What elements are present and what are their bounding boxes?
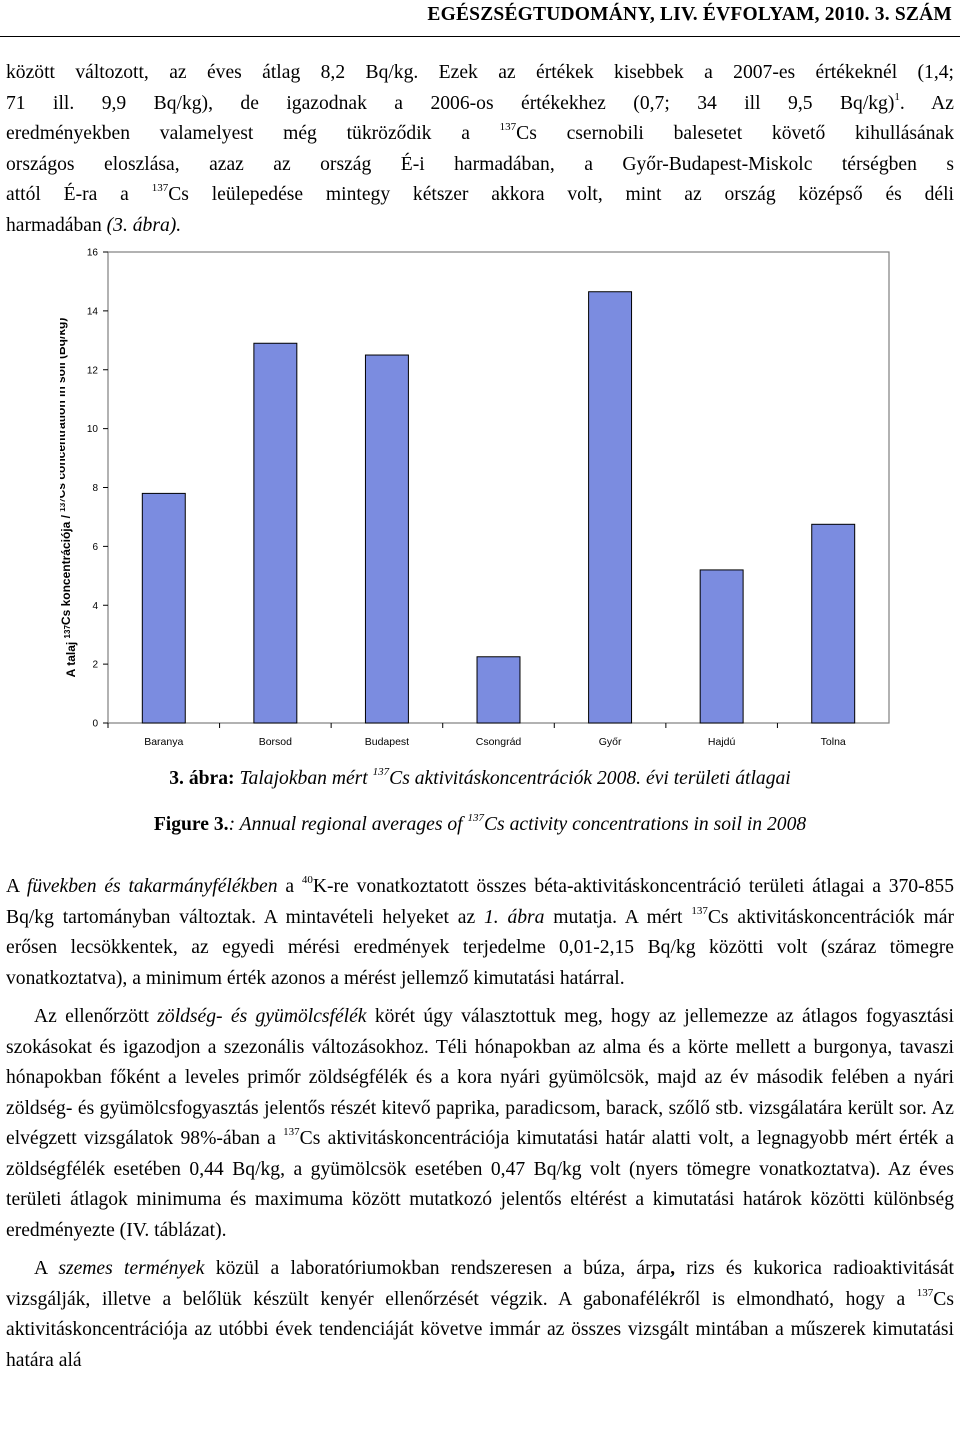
paragraph-3: Az ellenőrzött zöldség- és gyümölcsfélék… bbox=[6, 1006, 954, 1241]
y-tick-label: 6 bbox=[92, 542, 98, 553]
y-tick-label: 2 bbox=[92, 660, 98, 671]
caption-en-text-a: : Annual regional averages of bbox=[228, 814, 468, 835]
caption-hu-label: 3. ábra: bbox=[169, 768, 235, 789]
bar-budapest bbox=[364, 354, 409, 724]
caption-en-sup: 137 bbox=[467, 812, 484, 825]
caption-hu-text-b: Cs aktivitáskoncentrációk 2008. évi terü… bbox=[389, 768, 791, 789]
bar-győr bbox=[588, 291, 633, 724]
x-tick-label: Hajdú bbox=[708, 736, 736, 748]
isotope-sup: 137 bbox=[151, 182, 169, 195]
bar-chart-svg: 0 2 4 6 8 10 12 14 16 Baranya Borsod Budapest Csongr… bbox=[54, 248, 890, 748]
y-tick-label: 16 bbox=[87, 248, 99, 259]
y-tick-label: 12 bbox=[87, 365, 99, 376]
y-tick-label: 0 bbox=[92, 719, 98, 730]
p1-line-3: eredményekben valamelyest még tükröződik… bbox=[6, 119, 954, 150]
isotope-sup: 137 bbox=[691, 904, 708, 917]
p1-line-6: harmadában (3. ábra). bbox=[6, 211, 954, 242]
caption-en-text-b: Cs activity concentrations in soil in 20… bbox=[483, 814, 807, 835]
bar-tolna bbox=[811, 523, 856, 724]
figure-caption-en: Figure 3.: Annual regional averages of 1… bbox=[0, 812, 960, 836]
bar-borsod bbox=[253, 342, 298, 724]
y-axis-label: A talaj 137Cs koncentrációja / 137Cs con… bbox=[60, 318, 78, 678]
body-text: A füvekben és takarmányfélékben a 40K-re… bbox=[6, 872, 954, 1376]
isotope-sup: 40 bbox=[301, 874, 313, 887]
p1-l3a: eredményekben valamelyest még tükröződik… bbox=[6, 123, 500, 144]
x-tick-label: Borsod bbox=[259, 736, 292, 748]
caption-hu-text-a: Talajokban mért bbox=[234, 768, 373, 789]
caption-en-label: Figure 3. bbox=[153, 814, 229, 835]
figure-ref: (3. ábra). bbox=[106, 214, 182, 236]
emph-zoldseg: zöldség- és gyümölcsfélék bbox=[157, 1006, 367, 1027]
bar-baranya bbox=[141, 492, 186, 724]
journal-header: EGÉSZSÉGTUDOMÁNY, LIV. ÉVFOLYAM, 2010. 3… bbox=[427, 4, 952, 25]
p1-line-5: attól É-ra a 137Cs leülepedése mintegy k… bbox=[6, 180, 954, 211]
y-tick-label: 14 bbox=[87, 306, 99, 317]
bar-chart: 0 2 4 6 8 10 12 14 16 Baranya Borsod Budapest Csongr… bbox=[54, 244, 900, 764]
isotope-sup: 137 bbox=[916, 1286, 934, 1299]
y-tick-label: 4 bbox=[92, 601, 98, 612]
x-tick-label: Csongrád bbox=[476, 736, 522, 748]
p1-line-1: között változott, az éves átlag 8,2 Bq/k… bbox=[6, 62, 954, 83]
p1-l2b: . Az bbox=[899, 92, 954, 114]
isotope-sup: 137 bbox=[499, 121, 517, 134]
x-tick-label: Baranya bbox=[144, 736, 183, 748]
caption-hu-sup: 137 bbox=[372, 766, 390, 779]
p1-line-2: 71 ill. 9,9 Bq/kg), de igazodnak a 2006-… bbox=[6, 89, 954, 120]
header-rule bbox=[0, 36, 960, 37]
emph-szemes: szemes termények bbox=[58, 1258, 205, 1279]
p1-line-4: országos eloszlása, azaz az ország É-i h… bbox=[6, 153, 954, 175]
x-tick-label: Tolna bbox=[821, 736, 846, 748]
bar-hajdú bbox=[699, 569, 744, 724]
p1-l2a: 71 ill. 9,9 Bq/kg), de igazodnak a 2006-… bbox=[6, 92, 895, 114]
p1-l5a: attól É-ra a bbox=[6, 184, 152, 205]
paragraph-2: A füvekben és takarmányfélékben a 40K-re… bbox=[6, 874, 955, 989]
emph-fuvek: füvekben és takarmányfélékben bbox=[26, 876, 278, 897]
footnote-ref: 1 bbox=[894, 90, 900, 103]
figure-caption-hu: 3. ábra: Talajokban mért 137Cs aktivitás… bbox=[0, 766, 960, 790]
bar-csongrád bbox=[476, 656, 521, 724]
p1-l3b: Cs csernobili balesetet követő kihullásá… bbox=[516, 123, 955, 144]
figure-ref: 1. ábra bbox=[483, 906, 545, 928]
isotope-sup: 137 bbox=[283, 1126, 300, 1139]
paragraph-1: között változott, az éves átlag 8,2 Bq/k… bbox=[6, 58, 954, 241]
y-tick-label: 8 bbox=[92, 483, 98, 494]
x-tick-label: Budapest bbox=[365, 736, 409, 748]
y-tick-label: 10 bbox=[87, 424, 99, 435]
x-tick-label: Győr bbox=[599, 736, 622, 748]
plot-area bbox=[107, 251, 890, 724]
p1-l6a: harmadában bbox=[6, 214, 107, 236]
paragraph-4: A szemes termények közül a laboratóriumo… bbox=[6, 1258, 954, 1371]
p1-l5b: Cs leülepedése mintegy kétszer akkora vo… bbox=[168, 184, 954, 205]
